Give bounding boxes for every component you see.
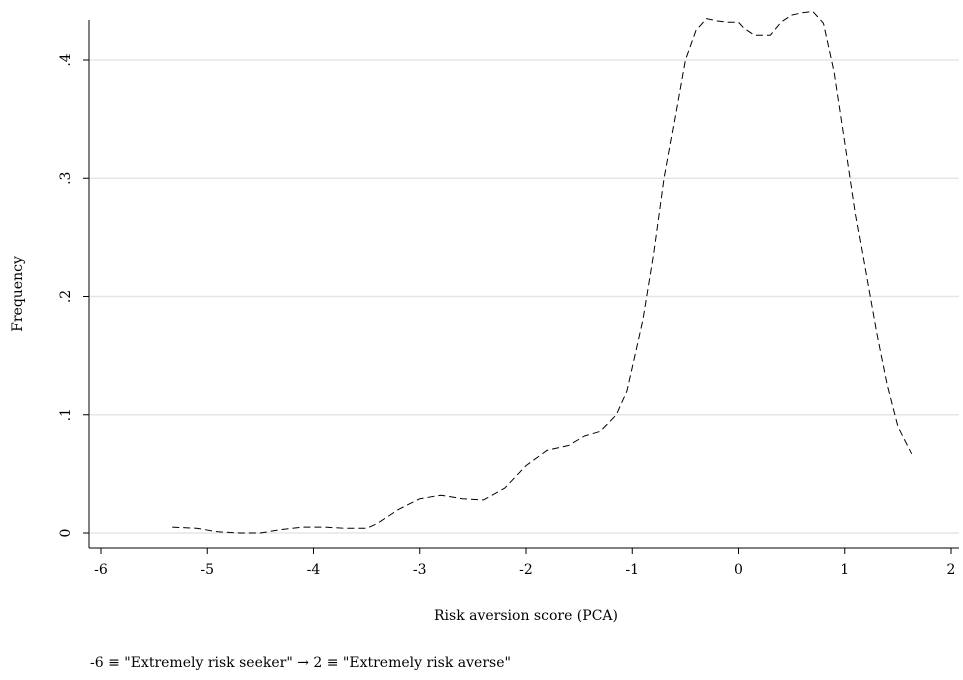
axes xyxy=(88,20,959,549)
gridlines xyxy=(90,59,959,534)
scale-note: -6 ≡ "Extremely risk seeker" → 2 ≡ "Extr… xyxy=(90,655,511,671)
x-tick-label: -2 xyxy=(519,562,533,578)
y-tick-label: .2 xyxy=(58,290,74,303)
x-tick-label: 0 xyxy=(734,562,743,578)
y-tick-label: .1 xyxy=(58,408,74,421)
y-tick-label: .4 xyxy=(58,53,74,66)
y-tick-label: 0 xyxy=(58,529,74,538)
x-tick-label: -3 xyxy=(413,562,427,578)
x-tick-label: 2 xyxy=(947,562,956,578)
x-tick-label: -5 xyxy=(200,562,214,578)
density-line xyxy=(172,11,913,534)
x-tick-label: -1 xyxy=(625,562,639,578)
x-tick-label: -4 xyxy=(307,562,321,578)
series-layer xyxy=(172,11,913,534)
ticks: 0 .1 .2 .3 .4 -6 -5 -4 -3 -2 -1 0 1 2 xyxy=(58,53,955,578)
x-tick-label: -6 xyxy=(94,562,108,578)
x-tick-label: 1 xyxy=(840,562,849,578)
x-axis-title: Risk aversion score (PCA) xyxy=(434,608,618,624)
y-axis-title: Frequency xyxy=(10,256,26,332)
y-tick-label: .3 xyxy=(58,172,74,185)
